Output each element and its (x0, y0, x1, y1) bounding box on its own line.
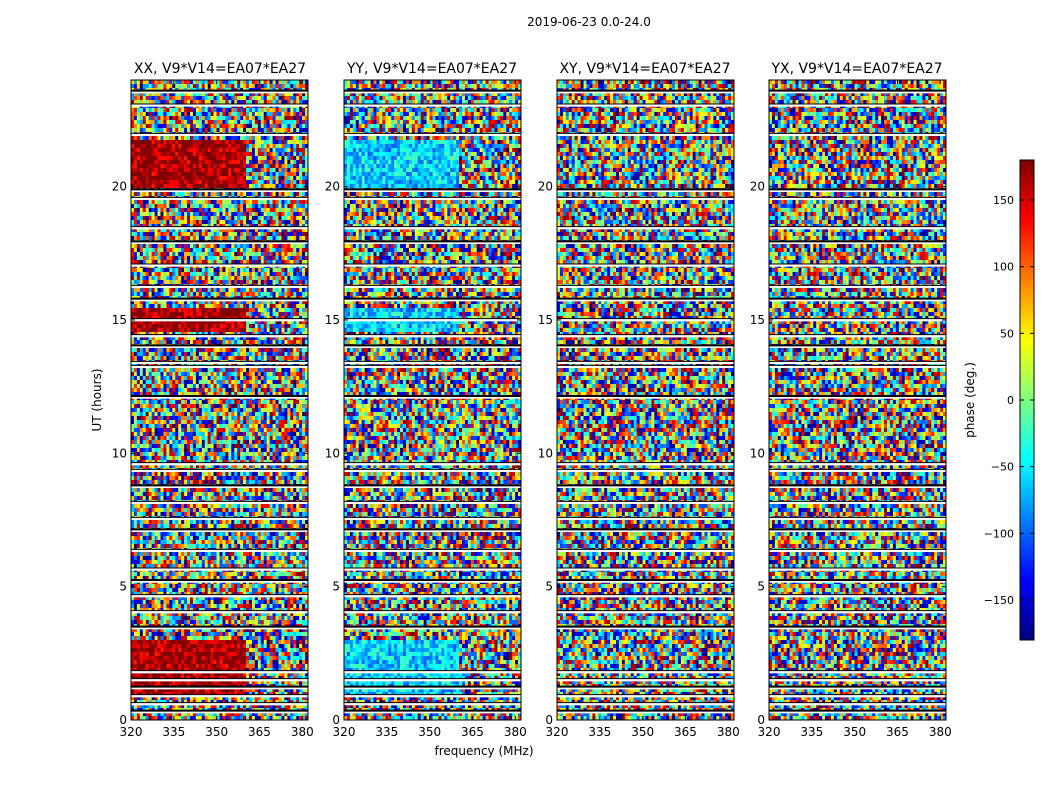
panel-title-1: YY, V9*V14=EA07*EA27 (346, 61, 517, 77)
panel-3: 320 335 350 365 380 0 5 10 15 20 (750, 80, 952, 739)
colorbar-tick-label: −150 (984, 594, 1014, 607)
x-tick-label: 320 (546, 725, 569, 739)
colorbar-label: phase (deg.) (963, 362, 977, 438)
y-tick-label: 5 (332, 580, 340, 594)
figure-suptitle: 2019-06-23 0.0-24.0 (527, 15, 651, 29)
y-tick-label: 15 (750, 313, 765, 327)
y-tick-label: 10 (750, 446, 765, 460)
heatmap-panels: 320 335 350 365 380 0 5 10 15 20 320 335 350 365 380 0 5… (112, 80, 952, 739)
colorbar-tick-label: 150 (993, 194, 1014, 207)
heatmap-cells (769, 80, 946, 720)
x-tick-label: 365 (461, 725, 484, 739)
x-tick-label: 350 (631, 725, 654, 739)
x-tick-label: 380 (504, 725, 527, 739)
y-tick-label: 0 (757, 713, 765, 727)
y-tick-label: 5 (119, 580, 127, 594)
y-tick-label: 20 (325, 180, 340, 194)
y-tick-label: 15 (112, 313, 127, 327)
y-tick-label: 10 (325, 446, 340, 460)
y-tick-label: 0 (545, 713, 553, 727)
y-tick-label: 15 (538, 313, 553, 327)
x-tick-label: 335 (588, 725, 611, 739)
heatmap-cells (557, 80, 734, 720)
colorbar-tick-label: 50 (1000, 327, 1014, 340)
y-axis-label: UT (hours) (90, 368, 104, 431)
y-tick-label: 10 (538, 446, 553, 460)
panel-title-0: XX, V9*V14=EA07*EA27 (134, 61, 306, 77)
y-tick-label: 20 (538, 180, 553, 194)
y-tick-label: 5 (545, 580, 553, 594)
heatmap-cells (131, 80, 308, 720)
x-tick-label: 350 (418, 725, 441, 739)
x-tick-label: 320 (333, 725, 356, 739)
x-tick-label: 335 (800, 725, 823, 739)
heatmap-cells (344, 80, 521, 720)
x-tick-label: 380 (291, 725, 314, 739)
y-tick-label: 20 (112, 180, 127, 194)
panel-title-2: XY, V9*V14=EA07*EA27 (559, 61, 730, 77)
x-tick-label: 335 (375, 725, 398, 739)
y-tick-label: 20 (750, 180, 765, 194)
x-tick-label: 365 (248, 725, 271, 739)
x-tick-label: 365 (886, 725, 909, 739)
x-tick-label: 380 (717, 725, 740, 739)
x-tick-label: 365 (674, 725, 697, 739)
x-tick-label: 335 (162, 725, 185, 739)
y-tick-label: 0 (119, 713, 127, 727)
colorbar-tick-label: 100 (993, 261, 1014, 274)
x-tick-label: 380 (929, 725, 952, 739)
y-tick-label: 10 (112, 446, 127, 460)
x-tick-label: 350 (843, 725, 866, 739)
panel-title-3: YX, V9*V14=EA07*EA27 (770, 61, 942, 77)
x-tick-label: 320 (758, 725, 781, 739)
y-tick-label: 0 (332, 713, 340, 727)
colorbar-tick-label: −50 (991, 461, 1014, 474)
x-axis-label: frequency (MHz) (434, 744, 533, 758)
colorbar-tick-label: 0 (1007, 394, 1014, 407)
y-tick-label: 5 (757, 580, 765, 594)
panel-2: 320 335 350 365 380 0 5 10 15 20 (538, 80, 740, 739)
colorbar-tick-label: −100 (984, 527, 1014, 540)
y-tick-label: 15 (325, 313, 340, 327)
panel-0: 320 335 350 365 380 0 5 10 15 20 (112, 80, 314, 739)
x-tick-label: 350 (205, 725, 228, 739)
x-tick-label: 320 (120, 725, 143, 739)
panel-1: 320 335 350 365 380 0 5 10 15 20 (325, 80, 527, 739)
